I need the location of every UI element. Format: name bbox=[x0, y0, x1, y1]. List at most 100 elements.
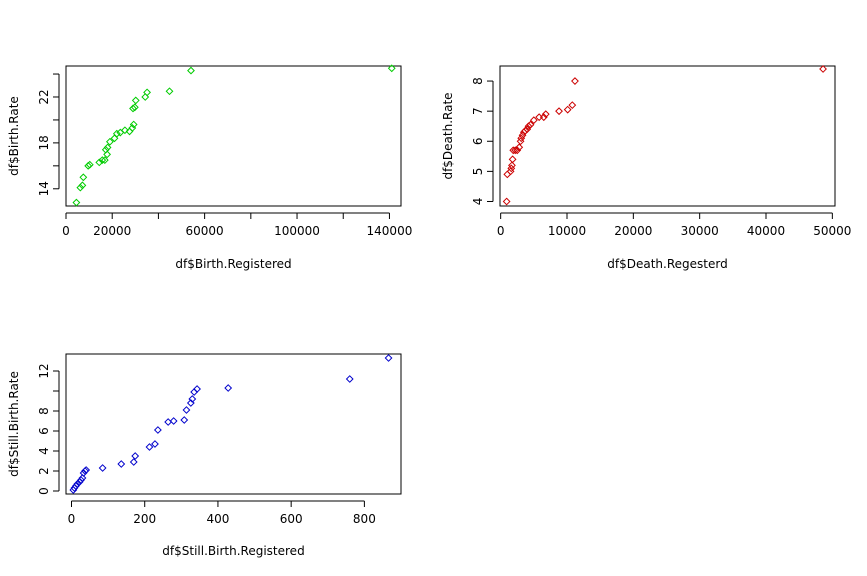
still-birth-y-tick-label: 0 bbox=[37, 487, 51, 495]
still-birth-data-point bbox=[78, 474, 87, 482]
still-birth-data-point bbox=[193, 385, 201, 393]
death-x-tick-label: 0 bbox=[497, 224, 505, 238]
still-birth-data-point bbox=[153, 426, 162, 434]
death-data-point bbox=[571, 77, 579, 85]
still-birth-data-point bbox=[79, 469, 88, 477]
still-birth-data-point bbox=[82, 466, 91, 474]
still-birth-rate-scatter-panel: 0 200 400 600 800 0 2 4 6 8 12 df$Still.Birth.Regis… bbox=[7, 353, 402, 558]
death-data-point bbox=[526, 120, 535, 129]
death-x-tick-label: 30000 bbox=[681, 224, 719, 238]
death-y-tick-label: 4 bbox=[471, 198, 485, 206]
still-birth-data-point bbox=[77, 476, 85, 484]
still-birth-x-tick-label: 200 bbox=[133, 512, 156, 526]
still-birth-x-axis-title: df$Still.Birth.Registered bbox=[162, 544, 304, 558]
still-birth-data-point bbox=[169, 417, 178, 425]
birth-data-point bbox=[112, 129, 121, 138]
birth-data-point bbox=[187, 66, 195, 75]
birth-x-tick-label: 60000 bbox=[186, 224, 224, 238]
birth-x-tick-label: 140000 bbox=[367, 224, 413, 238]
still-birth-x-tick-label: 400 bbox=[206, 512, 229, 526]
still-birth-x-tick-label: 0 bbox=[68, 512, 76, 526]
death-data-point bbox=[513, 146, 522, 155]
birth-data-point bbox=[85, 160, 94, 169]
still-birth-data-point bbox=[145, 443, 154, 451]
death-x-tick-label: 20000 bbox=[614, 224, 652, 238]
still-birth-data-point bbox=[98, 464, 107, 472]
still-birth-data-point bbox=[73, 480, 82, 488]
still-birth-plot-box bbox=[65, 353, 402, 495]
birth-data-point bbox=[165, 87, 174, 96]
death-data-point bbox=[502, 197, 511, 206]
birth-data-point bbox=[78, 181, 87, 190]
birth-data-point bbox=[143, 88, 152, 97]
death-rate-scatter-panel: 0 10000 20000 30000 40000 50000 4 5 6 7 8 df$Death.… bbox=[441, 65, 851, 271]
still-birth-data-point bbox=[151, 440, 159, 448]
birth-data-point bbox=[98, 156, 107, 165]
still-birth-data-point bbox=[129, 458, 138, 466]
death-data-point bbox=[539, 113, 548, 122]
death-data-point bbox=[503, 170, 512, 179]
still-birth-data-point bbox=[117, 460, 126, 468]
birth-data-point bbox=[95, 158, 104, 167]
still-birth-data-point bbox=[188, 395, 197, 403]
birth-y-tick-label: 18 bbox=[37, 135, 51, 150]
birth-data-point bbox=[130, 103, 139, 112]
death-x-tick-label: 40000 bbox=[747, 224, 785, 238]
birth-x-tick-label: 0 bbox=[62, 224, 70, 238]
birth-data-point bbox=[116, 128, 125, 137]
birth-x-axis-title: df$Birth.Registered bbox=[175, 257, 291, 271]
death-data-point bbox=[508, 155, 517, 164]
birth-data-point bbox=[103, 150, 112, 159]
death-data-point bbox=[568, 101, 577, 110]
death-data-point bbox=[529, 116, 538, 125]
still-birth-y-tick-label: 12 bbox=[37, 363, 51, 378]
death-x-axis-title: df$Death.Regesterd bbox=[607, 257, 727, 271]
still-birth-data-point bbox=[224, 384, 233, 392]
birth-plot-box bbox=[65, 65, 402, 207]
still-birth-y-tick-label: 6 bbox=[37, 427, 51, 435]
still-birth-data-point bbox=[384, 354, 393, 362]
birth-data-point bbox=[103, 143, 112, 152]
still-birth-data-point bbox=[182, 406, 191, 414]
death-data-point bbox=[515, 143, 524, 152]
birth-data-point bbox=[72, 198, 81, 207]
still-birth-x-tick-label: 800 bbox=[353, 512, 376, 526]
still-birth-y-tick-label: 8 bbox=[37, 407, 51, 415]
death-data-point bbox=[819, 65, 827, 73]
birth-y-tick-label: 14 bbox=[37, 181, 51, 196]
birth-data-point bbox=[79, 173, 88, 182]
still-birth-y-tick-label: 2 bbox=[37, 467, 51, 475]
still-birth-y-tick-label: 4 bbox=[37, 447, 51, 455]
death-data-point bbox=[508, 161, 516, 170]
death-data-point bbox=[541, 110, 550, 119]
death-data-point bbox=[563, 105, 572, 114]
birth-data-point bbox=[131, 96, 140, 105]
still-birth-data-point bbox=[345, 375, 354, 383]
birth-data-point bbox=[100, 156, 109, 165]
death-y-tick-label: 6 bbox=[471, 137, 485, 145]
death-y-tick-label: 5 bbox=[471, 168, 485, 176]
birth-data-point bbox=[101, 145, 110, 154]
birth-y-axis-title: df$Birth.Rate bbox=[7, 96, 21, 176]
birth-data-point bbox=[76, 183, 85, 192]
death-data-point bbox=[555, 107, 563, 116]
death-x-tick-label: 50000 bbox=[813, 224, 851, 238]
still-birth-data-point bbox=[180, 416, 189, 424]
birth-x-tick-label: 20000 bbox=[93, 224, 131, 238]
death-y-tick-label: 8 bbox=[471, 77, 485, 85]
birth-data-point bbox=[121, 126, 129, 135]
death-data-point bbox=[521, 126, 530, 135]
still-birth-y-axis-title: df$Still.Birth.Rate bbox=[7, 371, 21, 477]
death-y-tick-label: 7 bbox=[471, 107, 485, 115]
death-data-point bbox=[524, 122, 533, 131]
birth-rate-scatter-panel: 0 20000 60000 100000 140000 14 18 22 df$Birth.Re… bbox=[7, 64, 413, 271]
birth-data-point bbox=[129, 120, 138, 129]
still-birth-data-point bbox=[131, 452, 140, 460]
death-plot-box bbox=[499, 65, 836, 207]
birth-y-tick-label: 22 bbox=[37, 89, 51, 104]
death-x-tick-label: 10000 bbox=[548, 224, 586, 238]
birth-data-point bbox=[387, 64, 396, 73]
still-birth-x-tick-label: 600 bbox=[280, 512, 303, 526]
birth-data-point bbox=[105, 137, 114, 146]
